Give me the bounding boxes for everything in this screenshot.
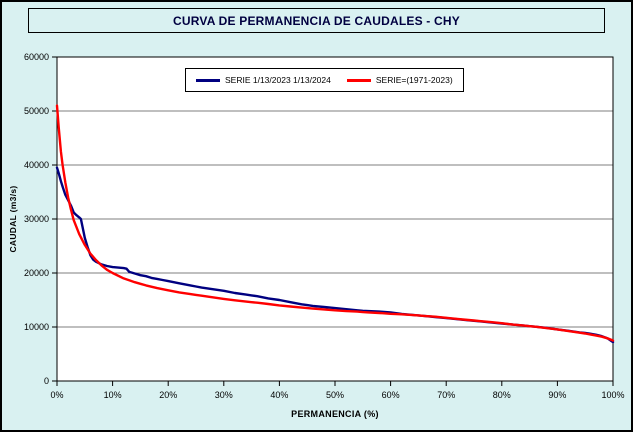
legend-label-series2: SERIE=(1971-2023) [375,75,453,85]
legend: SERIE 1/13/2023 1/13/2024 SERIE=(1971-20… [185,68,464,92]
series-line-2 [55,104,615,342]
legend-item-series1: SERIE 1/13/2023 1/13/2024 [196,75,331,85]
legend-line-sample-series1 [196,78,220,82]
x-tick-label: 30% [215,390,233,400]
chart-title: CURVA DE PERMANENCIA DE CAUDALES - CHY [28,8,605,33]
x-tick-label: 100% [601,390,624,400]
y-tick-label: 10000 [24,322,49,332]
x-tick-label: 80% [493,390,511,400]
x-tick-label: 0% [50,390,63,400]
legend-label-series1: SERIE 1/13/2023 1/13/2024 [225,75,331,85]
legend-item-series2: SERIE=(1971-2023) [346,75,453,85]
x-tick-label: 70% [437,390,455,400]
x-tick-label: 60% [382,390,400,400]
y-tick-label: 20000 [24,268,49,278]
y-tick-label: 0 [44,376,49,386]
y-tick-label: 40000 [24,160,49,170]
x-tick-label: 50% [326,390,344,400]
x-tick-label: 10% [104,390,122,400]
legend-line-sample-series2 [346,78,371,82]
x-tick-label: 40% [270,390,288,400]
x-tick-label: 20% [159,390,177,400]
y-tick-label: 30000 [24,214,49,224]
y-axis-title: CAUDAL (m3/s) [8,185,18,253]
y-tick-label: 50000 [24,106,49,116]
x-axis-title: PERMANENCIA (%) [291,409,379,419]
y-tick-label: 60000 [24,52,49,62]
x-tick-label: 90% [548,390,566,400]
